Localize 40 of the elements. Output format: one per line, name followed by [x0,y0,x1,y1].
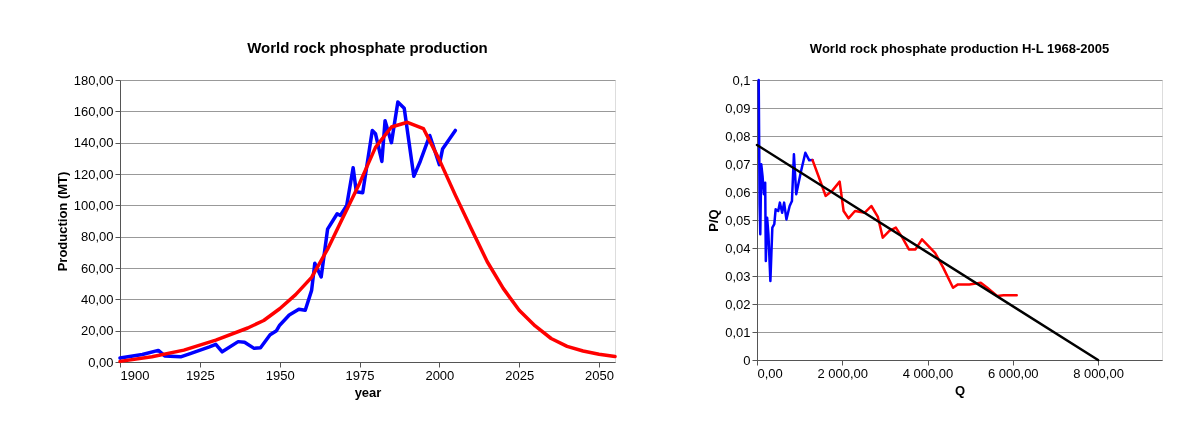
x-tick-label: 2025 [505,367,535,383]
y-tick-label: 20,00 [80,323,114,339]
line-series [757,78,814,283]
x-tick-label: 1900 [120,367,150,383]
y-tick-label: 100,00 [73,197,114,213]
y-tick-label: 0,06 [725,184,751,200]
y-tick-label: 0,07 [725,156,751,172]
y-tick-label: 0,09 [725,100,751,116]
x-tick-label: 2000 [425,367,455,383]
chart-title: World rock phosphate production [247,39,488,56]
y-tick-label: 0,05 [725,212,751,228]
x-axis-title: year [354,384,382,400]
y-tick-label: 0,03 [725,268,751,284]
x-tick-label: 0,00 [757,365,783,381]
x-tick-label: 2050 [585,367,614,383]
y-tick-label: 0,01 [725,324,751,340]
y-tick-label: 160,00 [73,103,114,119]
x-tick-label: 1925 [185,367,215,383]
chart-title: World rock phosphate production H-L 1968-2005 [809,41,1110,56]
y-tick-label: 0,1 [732,72,751,88]
x-tick-label: 4 000,00 [902,365,954,381]
y-tick-label: 40,00 [80,291,114,307]
y-tick-label: 180,00 [73,72,114,88]
y-tick-label: 60,00 [80,260,114,276]
y-tick-label: 0,00 [88,354,114,370]
y-tick-label: 80,00 [80,229,114,245]
y-tick-label: 0 [743,352,751,368]
y-tick-label: 0,08 [725,128,751,144]
y-tick-label: 0,02 [725,296,751,312]
y-tick-label: 120,00 [73,166,114,182]
x-axis-title: Q [954,382,966,398]
x-tick-label: 6 000,00 [987,365,1039,381]
y-axis-title: Production (MT) [54,171,70,272]
x-tick-label: 1975 [345,367,375,383]
y-tick-label: 140,00 [73,135,114,151]
x-tick-label: 8 000,00 [1073,365,1124,381]
x-tick-label: 2 000,00 [817,365,869,381]
y-tick-label: 0,04 [725,240,751,256]
x-tick-label: 1950 [265,367,295,383]
y-axis-title: P/Q [706,209,722,232]
